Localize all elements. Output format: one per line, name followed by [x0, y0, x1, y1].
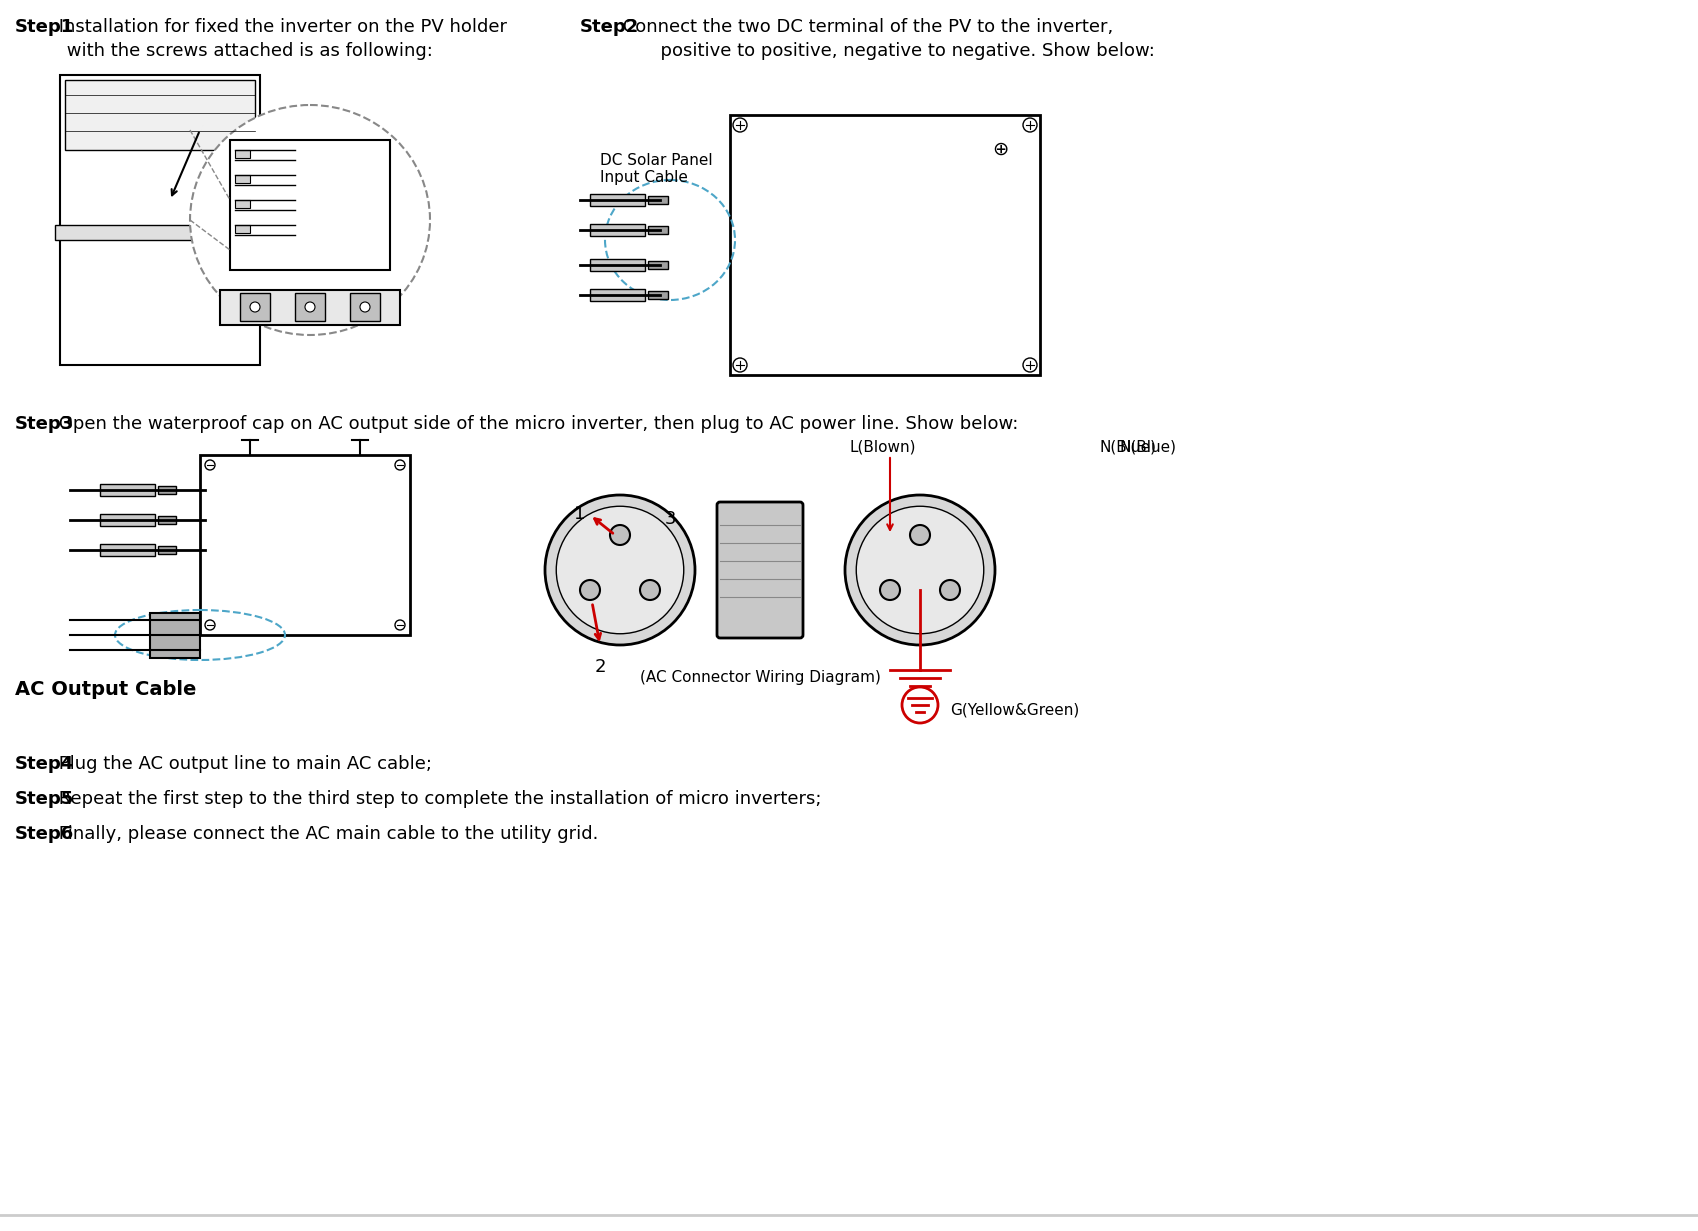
- Circle shape: [734, 358, 747, 372]
- Text: Step3: Step3: [15, 415, 75, 433]
- Text: 1: 1: [574, 505, 586, 523]
- Text: G(Yellow&Green): G(Yellow&Green): [949, 703, 1080, 718]
- FancyBboxPatch shape: [717, 502, 803, 638]
- Text: N(Blue): N(Blue): [1100, 439, 1156, 455]
- Circle shape: [306, 302, 316, 311]
- Circle shape: [360, 302, 370, 311]
- Text: DC Solar Panel
Input Cable: DC Solar Panel Input Cable: [599, 153, 713, 185]
- FancyBboxPatch shape: [158, 516, 177, 524]
- Ellipse shape: [190, 105, 430, 335]
- FancyBboxPatch shape: [350, 293, 380, 321]
- Text: N(Blue): N(Blue): [1121, 439, 1177, 455]
- FancyBboxPatch shape: [234, 175, 250, 183]
- FancyBboxPatch shape: [59, 75, 260, 366]
- Circle shape: [396, 620, 406, 630]
- FancyBboxPatch shape: [730, 114, 1039, 375]
- Text: 2: 2: [594, 659, 606, 676]
- Text: (AC Connector Wiring Diagram): (AC Connector Wiring Diagram): [640, 670, 881, 684]
- FancyBboxPatch shape: [100, 515, 155, 526]
- Text: positive to positive, negative to negative. Show below:: positive to positive, negative to negati…: [581, 42, 1155, 60]
- Circle shape: [610, 524, 630, 545]
- Text: Step5: Step5: [15, 790, 75, 808]
- Text: Repeat the first step to the third step to complete the installation of micro in: Repeat the first step to the third step …: [53, 790, 822, 808]
- Circle shape: [640, 580, 661, 599]
- Circle shape: [902, 687, 937, 723]
- FancyBboxPatch shape: [234, 225, 250, 233]
- FancyBboxPatch shape: [649, 291, 667, 299]
- FancyBboxPatch shape: [649, 227, 667, 234]
- Text: 3: 3: [664, 510, 676, 528]
- Circle shape: [557, 506, 684, 634]
- Circle shape: [396, 460, 406, 470]
- Circle shape: [910, 524, 931, 545]
- FancyBboxPatch shape: [149, 613, 200, 659]
- Circle shape: [205, 460, 216, 470]
- Text: Step6: Step6: [15, 825, 75, 843]
- FancyBboxPatch shape: [239, 293, 270, 321]
- FancyBboxPatch shape: [589, 224, 645, 236]
- Circle shape: [581, 580, 599, 599]
- FancyBboxPatch shape: [221, 291, 401, 325]
- FancyBboxPatch shape: [200, 455, 409, 635]
- Text: Step1: Step1: [15, 18, 75, 36]
- Text: Finally, please connect the AC main cable to the utility grid.: Finally, please connect the AC main cabl…: [53, 825, 598, 843]
- Circle shape: [856, 506, 983, 634]
- Text: ⊕: ⊕: [992, 140, 1009, 159]
- Circle shape: [941, 580, 959, 599]
- FancyBboxPatch shape: [234, 199, 250, 208]
- FancyBboxPatch shape: [589, 289, 645, 302]
- FancyBboxPatch shape: [158, 486, 177, 494]
- Circle shape: [545, 495, 694, 645]
- FancyBboxPatch shape: [54, 225, 270, 240]
- FancyBboxPatch shape: [649, 261, 667, 270]
- Text: AC Output Cable: AC Output Cable: [15, 680, 197, 699]
- Circle shape: [1022, 358, 1037, 372]
- Text: with the screws attached is as following:: with the screws attached is as following…: [15, 42, 433, 60]
- Text: Plug the AC output line to main AC cable;: Plug the AC output line to main AC cable…: [53, 755, 431, 773]
- FancyBboxPatch shape: [65, 80, 255, 150]
- Text: Open the waterproof cap on AC output side of the micro inverter, then plug to AC: Open the waterproof cap on AC output sid…: [53, 415, 1017, 433]
- Circle shape: [205, 620, 216, 630]
- Text: Connect the two DC terminal of the PV to the inverter,: Connect the two DC terminal of the PV to…: [618, 18, 1114, 36]
- FancyBboxPatch shape: [158, 547, 177, 554]
- Circle shape: [880, 580, 900, 599]
- FancyBboxPatch shape: [100, 484, 155, 496]
- Circle shape: [734, 118, 747, 132]
- Text: Step4: Step4: [15, 755, 75, 773]
- Text: Step2: Step2: [581, 18, 638, 36]
- Circle shape: [1022, 118, 1037, 132]
- FancyBboxPatch shape: [295, 293, 324, 321]
- FancyBboxPatch shape: [589, 194, 645, 206]
- Text: Installation for fixed the inverter on the PV holder: Installation for fixed the inverter on t…: [53, 18, 506, 36]
- FancyBboxPatch shape: [229, 140, 391, 270]
- FancyBboxPatch shape: [649, 196, 667, 204]
- FancyBboxPatch shape: [589, 259, 645, 271]
- Text: L(Blown): L(Blown): [851, 439, 917, 455]
- Circle shape: [846, 495, 995, 645]
- Circle shape: [250, 302, 260, 311]
- FancyBboxPatch shape: [100, 544, 155, 556]
- FancyBboxPatch shape: [234, 150, 250, 158]
